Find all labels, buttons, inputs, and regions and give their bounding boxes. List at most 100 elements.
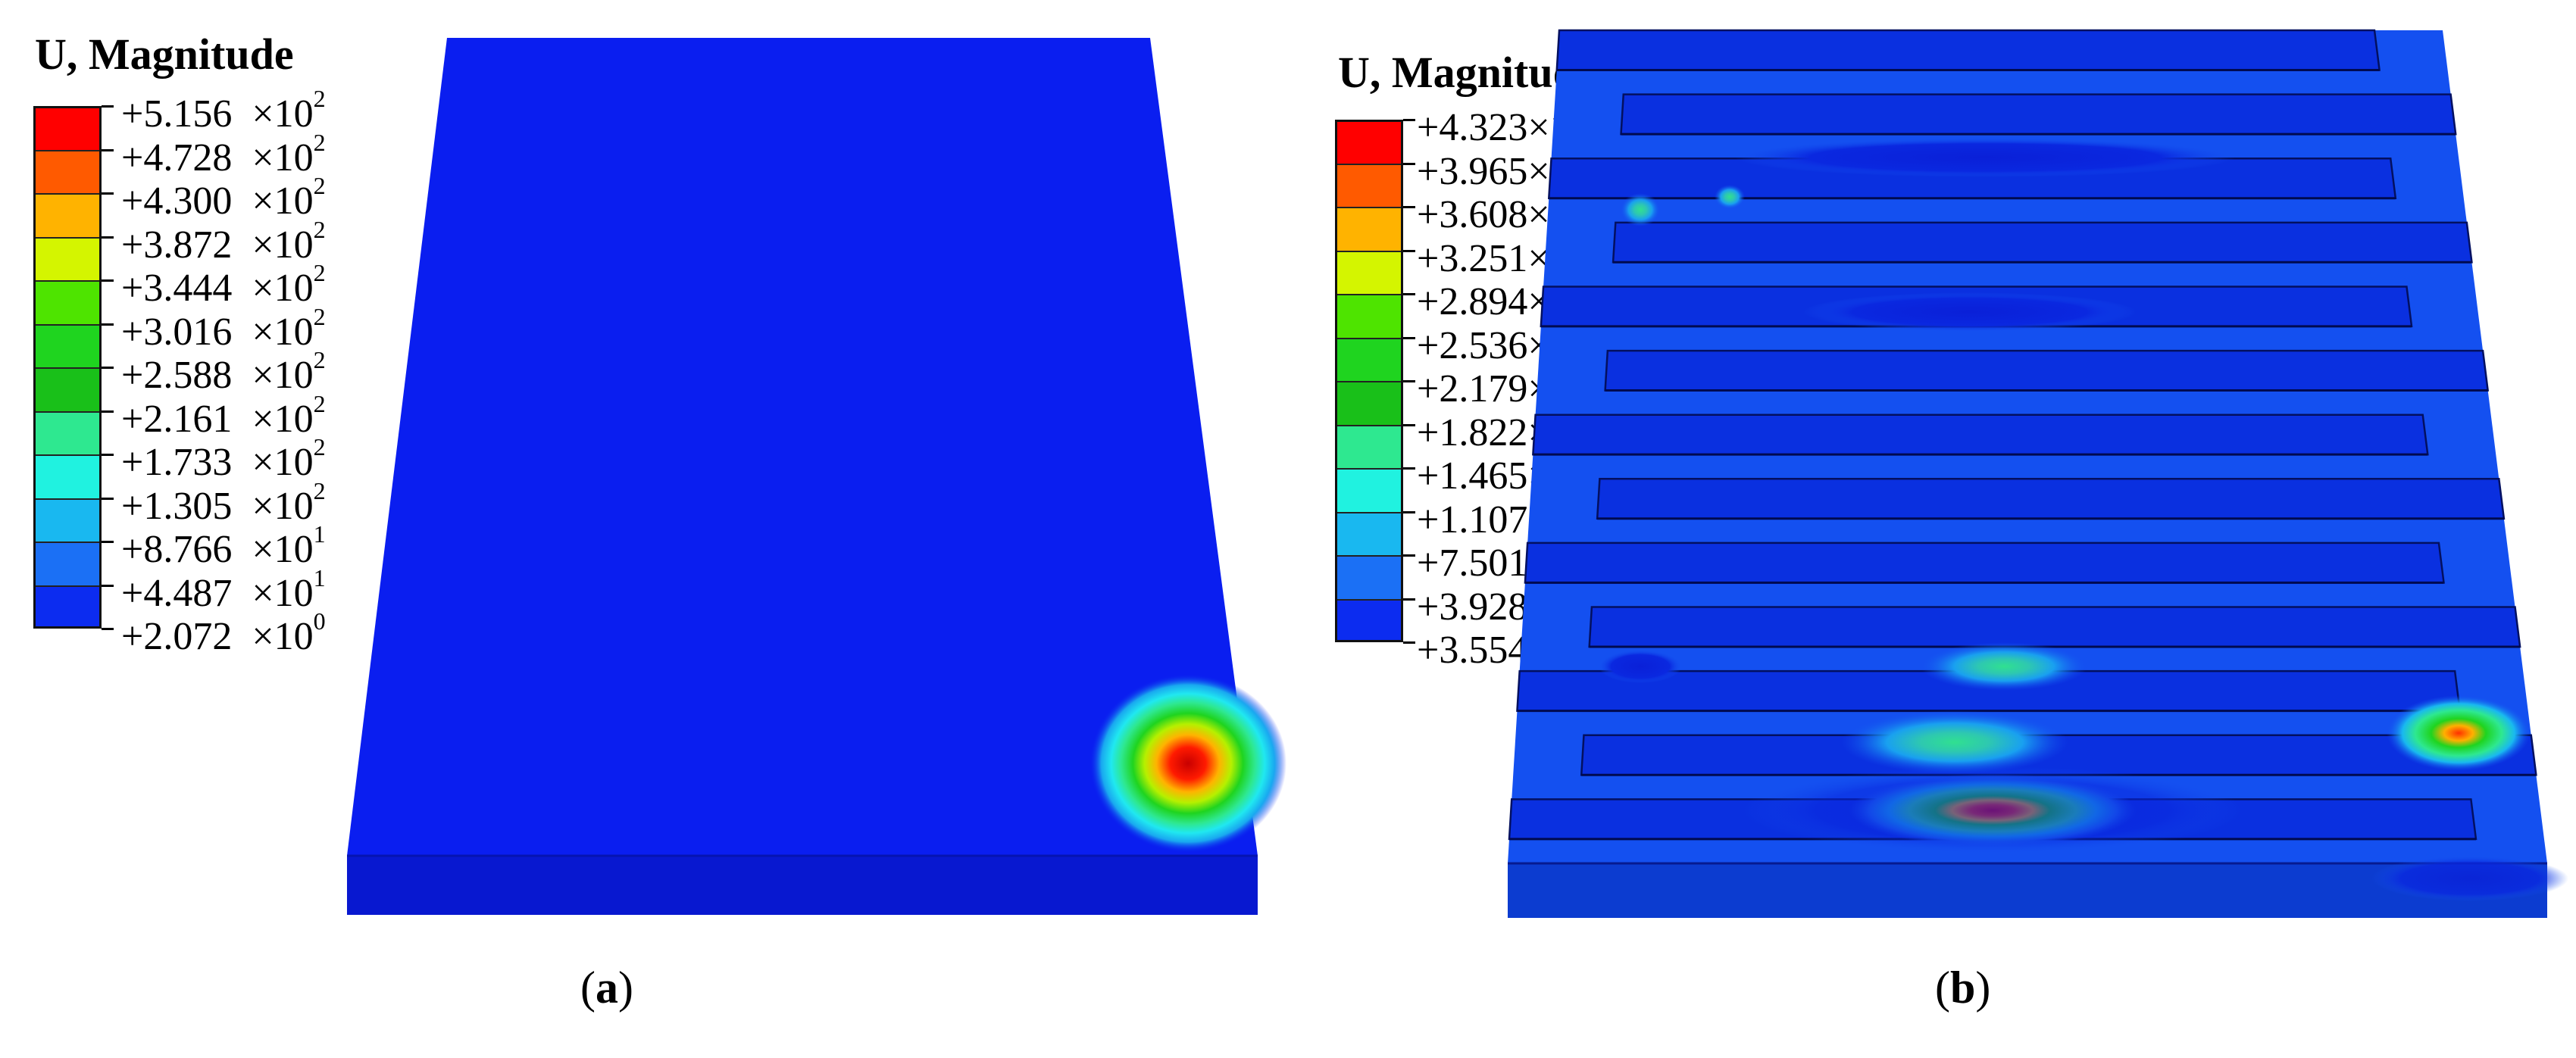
displacement-region-mid (1841, 710, 2068, 774)
low-displacement-region (1599, 650, 1682, 683)
legend-swatch (33, 454, 102, 498)
legend-swatch (33, 323, 102, 367)
slab-top-face (347, 38, 1258, 856)
legend-tick-label: +3.444 ×102 (121, 261, 326, 308)
legend-tick (102, 410, 114, 413)
legend-times-ten: ×10 (252, 92, 314, 136)
legend-swatch (1335, 120, 1403, 164)
ribbed-slab-contour-model (1508, 29, 2568, 918)
legend-color-band (1335, 120, 1691, 164)
legend-tick (1403, 293, 1415, 295)
legend-swatch (1335, 250, 1403, 294)
legend-exponent: 2 (313, 172, 326, 199)
legend-times-ten: ×10 (252, 354, 314, 397)
rib-face (1524, 541, 2445, 584)
legend-value: +2.894 (1417, 280, 1528, 323)
legend-tick (1403, 206, 1415, 208)
legend-value: +3.444 (121, 267, 233, 310)
legend-color-band (1335, 250, 1691, 294)
legend-value: +5.156 (121, 92, 233, 136)
low-displacement-region (2371, 856, 2568, 901)
legend-tick (102, 323, 114, 326)
legend-swatch (33, 193, 102, 237)
legend-times-ten: ×10 (252, 179, 314, 223)
legend-color-band (33, 280, 352, 324)
legend-color-band (1335, 511, 1691, 555)
legend-value: +3.554 (1417, 629, 1528, 672)
rib-face (1604, 349, 2490, 392)
legend-color-band (1335, 207, 1691, 251)
legend-times-ten: ×10 (252, 528, 314, 571)
legend-color-band (33, 585, 352, 629)
legend-value: +3.928 (1417, 585, 1528, 629)
legend-exponent: 2 (313, 346, 326, 373)
legend-color-band (33, 498, 352, 541)
legend-exponent: 2 (313, 302, 326, 330)
legend-tick-label: +2.588 ×102 (121, 348, 326, 395)
legend-times-ten: ×10 (252, 310, 314, 354)
legend-swatch (1335, 555, 1403, 599)
legend-value: +3.965 (1417, 149, 1528, 193)
color-legend-a: +5.156 ×102 +4.728 ×102 +4.300 ×102 +3.872 ×102… (33, 86, 352, 659)
legend-value: +3.251 (1417, 236, 1528, 280)
legend-times-ten: ×10 (252, 615, 314, 658)
legend-tick-label: +1.733 ×102 (121, 435, 326, 482)
legend-tick (102, 192, 114, 195)
legend-swatch (1335, 381, 1403, 425)
displacement-spot (1715, 185, 1745, 209)
legend-times-ten: ×10 (252, 441, 314, 484)
legend-tick (102, 279, 114, 282)
rib-face (1596, 478, 2506, 520)
legend-tick (1403, 119, 1415, 121)
legend-value: +3.872 (121, 223, 233, 267)
caption-a: (a) (580, 963, 633, 1013)
legend-tick (1403, 423, 1415, 426)
legend-exponent: 2 (313, 389, 326, 417)
rib-face (1620, 93, 2457, 136)
legend-swatch (33, 498, 102, 541)
legend-title-b: U, Magnitude (1338, 48, 1597, 97)
legend-tick (102, 541, 114, 543)
panel-b: U, Magnitude +4.323×102+3.965×102+3.608×… (1288, 0, 2576, 1058)
legend-value: +4.300 (121, 179, 233, 223)
legend-color-band (33, 236, 352, 280)
legend-swatch (1335, 468, 1403, 512)
legend-swatch (1335, 511, 1403, 555)
legend-value: +2.536 (1417, 323, 1528, 367)
legend-value: +4.487 (121, 571, 233, 615)
legend-color-band (33, 541, 352, 585)
legend-times-ten: ×10 (252, 571, 314, 615)
legend-exponent: 2 (313, 259, 326, 286)
legend-exponent: 2 (313, 476, 326, 504)
legend-swatch (33, 367, 102, 411)
legend-exponent: 2 (313, 215, 326, 243)
legend-tick (102, 628, 114, 630)
legend-tick-label: +1.305 ×102 (121, 479, 326, 526)
rib-face (1532, 414, 2429, 456)
displacement-spot (1621, 193, 1660, 226)
legend-value: +2.179 (1417, 367, 1528, 410)
legend-value: +4.728 (121, 136, 233, 179)
legend-exponent: 2 (313, 433, 326, 460)
legend-color-band (33, 323, 352, 367)
legend-color-band (1335, 337, 1691, 381)
legend-frame (1335, 120, 1403, 642)
legend-title-a: U, Magnitude (35, 30, 294, 79)
legend-swatch (1335, 207, 1403, 251)
legend-times-ten: ×10 (252, 223, 314, 267)
panel-a: U, Magnitude +5.156 ×102 +4.728 ×102 +4.300 ×… (33, 30, 1286, 1013)
legend-color-band (1335, 294, 1691, 338)
legend-swatch (33, 236, 102, 280)
rib-face (1612, 221, 2473, 264)
legend-swatch (1335, 598, 1403, 642)
legend-tick (102, 105, 114, 108)
legend-swatch (33, 541, 102, 585)
rib-face (1588, 606, 2521, 648)
legend-exponent: 1 (313, 520, 326, 548)
displacement-hotspot-side (2387, 695, 2531, 771)
caption-b: (b) (1935, 963, 1991, 1013)
legend-tick (1403, 380, 1415, 382)
legend-exponent: 0 (313, 607, 326, 635)
solid-slab-contour-model (347, 38, 1286, 915)
legend-color-band (1335, 468, 1691, 512)
